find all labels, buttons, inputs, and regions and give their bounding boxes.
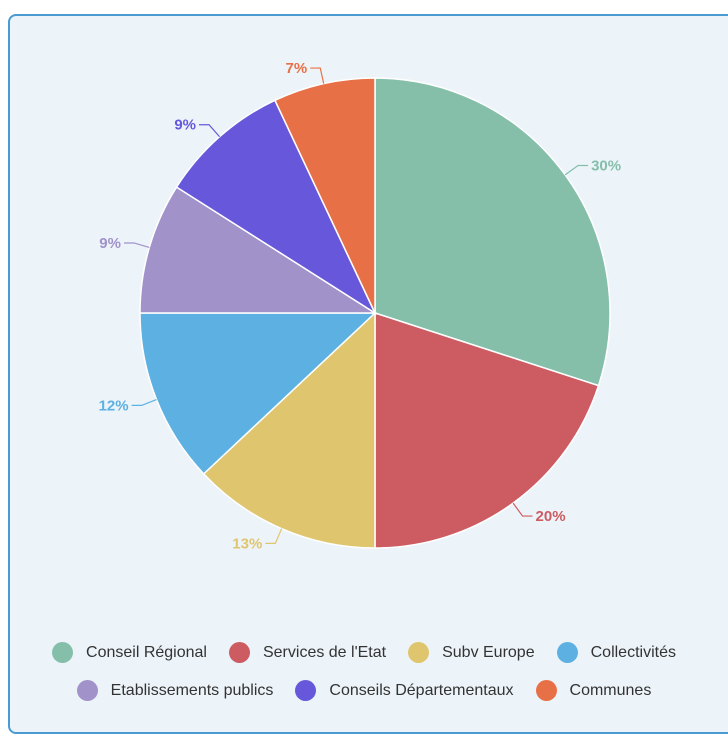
legend-swatch xyxy=(535,680,557,701)
label-leader-line xyxy=(310,67,325,84)
chart-legend: Conseil Régional Services de l'Etat Subv E… xyxy=(0,642,728,701)
data-label-communes: 7% xyxy=(286,60,308,77)
legend-item-communes[interactable]: Communes xyxy=(535,680,652,701)
legend-label: Services de l'Etat xyxy=(262,643,387,661)
data-label-etablissements-publics: 9% xyxy=(99,235,121,252)
legend-swatch xyxy=(228,642,250,663)
legend-row: Etablissements publics Conseils Départeme… xyxy=(0,680,728,701)
legend-swatch xyxy=(408,642,430,663)
pie-slice-etablissements-publics[interactable] xyxy=(139,186,378,314)
data-label-conseils-departementaux: 9% xyxy=(174,117,196,134)
pie-slice-services-de-l-etat[interactable] xyxy=(374,311,600,549)
legend-swatch xyxy=(76,680,98,701)
data-label-collectivites: 12% xyxy=(99,397,129,414)
legend-item-conseil-regional[interactable]: Conseil Régional xyxy=(52,642,207,663)
legend-label: Communes xyxy=(569,681,652,699)
legend-item-etablissements-publics[interactable]: Etablissements publics xyxy=(76,680,274,701)
data-label-conseil-regional: 30% xyxy=(591,157,621,174)
label-leader-line xyxy=(564,164,589,176)
legend-swatch xyxy=(52,642,74,663)
pie-slice-communes[interactable] xyxy=(273,77,376,314)
label-leader-line xyxy=(123,242,150,249)
label-leader-line xyxy=(265,528,283,544)
legend-label: Conseils Départementaux xyxy=(329,681,514,699)
data-label-subv-europe: 13% xyxy=(232,535,262,552)
pie-slice-conseils-departementaux[interactable] xyxy=(175,99,377,316)
data-label-services-de-l-etat: 20% xyxy=(536,508,566,525)
legend-item-conseils-departementaux[interactable]: Conseils Départementaux xyxy=(295,680,514,701)
legend-swatch xyxy=(556,642,578,663)
legend-item-collectivites[interactable]: Collectivités xyxy=(556,642,676,663)
legend-item-services-de-l-etat[interactable]: Services de l'Etat xyxy=(228,642,387,663)
pie-chart: 30% 20% 13% 12% 9% 9% 7% xyxy=(99,60,621,552)
legend-label: Subv Europe xyxy=(442,643,535,661)
label-leader-line xyxy=(199,124,221,138)
label-leader-line xyxy=(131,398,157,406)
legend-label: Conseil Régional xyxy=(86,643,207,661)
legend-item-subv-europe[interactable]: Subv Europe xyxy=(408,642,535,663)
pie-slice-conseil-regional[interactable] xyxy=(374,77,611,387)
legend-row: Conseil Régional Services de l'Etat Subv E… xyxy=(0,642,728,663)
legend-label: Collectivités xyxy=(590,643,676,661)
legend-label: Etablissements publics xyxy=(110,681,274,699)
legend-swatch xyxy=(295,680,317,701)
label-leader-line xyxy=(512,502,533,517)
